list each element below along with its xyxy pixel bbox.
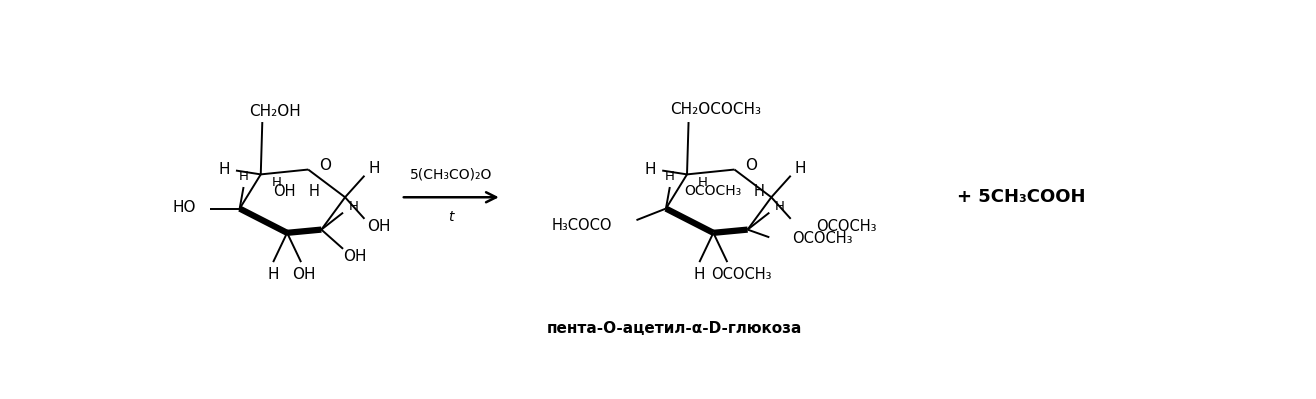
Text: t: t [449, 209, 454, 223]
Text: H: H [754, 184, 765, 199]
Text: O: O [318, 158, 332, 173]
Text: OH: OH [274, 184, 296, 199]
Text: H: H [795, 160, 805, 176]
Text: CH₂OCOCH₃: CH₂OCOCH₃ [670, 102, 761, 117]
Text: пента-O-ацетил-α-D-глюкоза: пента-O-ацетил-α-D-глюкоза [546, 321, 803, 336]
Text: H: H [218, 162, 230, 176]
Text: OCOCH₃: OCOCH₃ [711, 267, 771, 282]
Text: CH₂OH: CH₂OH [249, 104, 300, 119]
Text: H: H [697, 176, 708, 189]
Text: OH: OH [292, 267, 316, 282]
Text: H: H [267, 267, 279, 282]
Text: H: H [694, 267, 705, 282]
Text: + 5CH₃COOH: + 5CH₃COOH [957, 188, 1086, 206]
Text: O: O [745, 158, 757, 173]
Text: H: H [271, 176, 282, 189]
Text: H₃COCO: H₃COCO [551, 218, 612, 233]
Text: OH: OH [367, 219, 390, 234]
Text: H: H [349, 200, 359, 213]
Text: H: H [645, 162, 657, 176]
Text: H: H [238, 170, 249, 183]
Text: H: H [309, 184, 320, 199]
Text: HO: HO [172, 200, 196, 215]
Text: OH: OH [343, 249, 366, 264]
Text: H: H [368, 160, 379, 176]
Text: H: H [775, 200, 786, 213]
Text: OCOCH₃: OCOCH₃ [684, 184, 741, 198]
Text: OCOCH₃: OCOCH₃ [816, 219, 876, 234]
Text: OCOCH₃: OCOCH₃ [792, 231, 853, 246]
Text: H: H [665, 170, 675, 183]
Text: 5(CH₃CO)₂O: 5(CH₃CO)₂O [411, 167, 492, 181]
